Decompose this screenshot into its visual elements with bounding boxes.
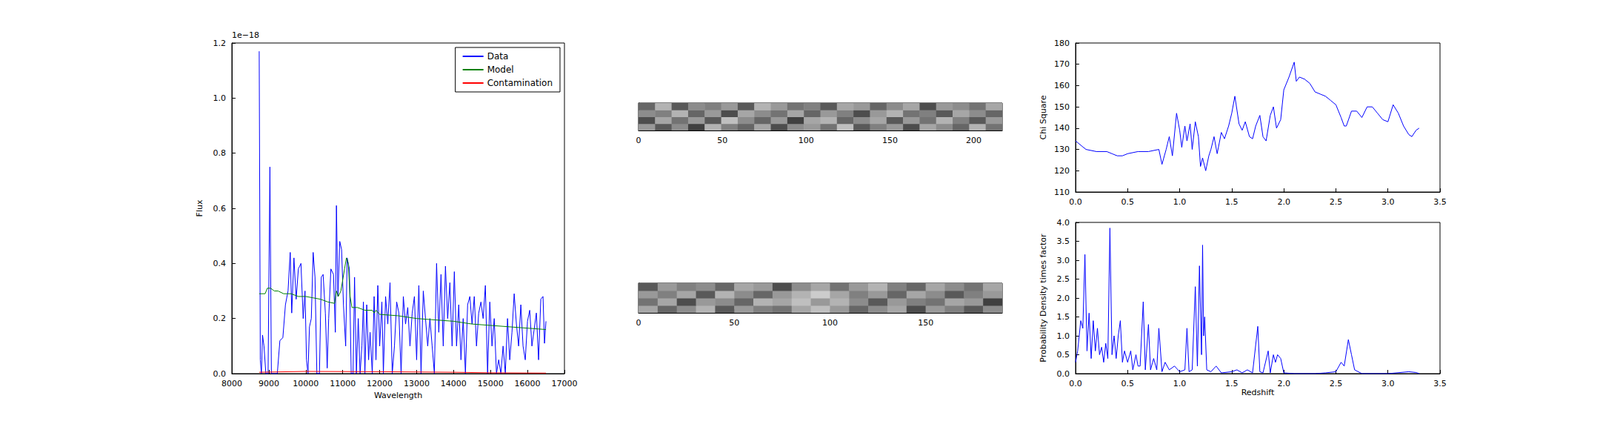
svg-text:120: 120 xyxy=(1054,165,1070,176)
svg-text:0: 0 xyxy=(636,317,642,328)
svg-text:3.0: 3.0 xyxy=(1381,378,1395,389)
svg-text:150: 150 xyxy=(1054,102,1070,112)
svg-text:0.0: 0.0 xyxy=(1057,368,1071,379)
svg-text:10000: 10000 xyxy=(292,378,319,389)
svg-text:0.8: 0.8 xyxy=(213,148,227,158)
svg-text:2.5: 2.5 xyxy=(1329,197,1343,207)
svg-text:Probability Density times fact: Probability Density times factor xyxy=(1038,233,1049,363)
svg-text:1.0: 1.0 xyxy=(1173,378,1187,389)
svg-text:50: 50 xyxy=(728,317,740,328)
svg-text:3.0: 3.0 xyxy=(1381,197,1395,207)
svg-text:12000: 12000 xyxy=(366,378,393,389)
svg-text:3.5: 3.5 xyxy=(1057,236,1071,246)
svg-text:1.5: 1.5 xyxy=(1057,311,1071,322)
svg-text:160: 160 xyxy=(1054,80,1070,91)
svg-text:200: 200 xyxy=(965,135,982,146)
svg-text:50: 50 xyxy=(717,135,728,146)
svg-text:Redshift: Redshift xyxy=(1241,387,1275,398)
svg-text:11000: 11000 xyxy=(329,378,356,389)
svg-text:140: 140 xyxy=(1054,122,1070,133)
svg-text:150: 150 xyxy=(882,135,898,146)
svg-text:0.5: 0.5 xyxy=(1121,378,1135,389)
svg-text:1.0: 1.0 xyxy=(1173,197,1187,207)
svg-text:0.6: 0.6 xyxy=(213,203,227,214)
svg-text:110: 110 xyxy=(1054,187,1070,198)
svg-text:100: 100 xyxy=(798,135,815,146)
svg-text:Model: Model xyxy=(487,64,515,75)
svg-text:130: 130 xyxy=(1054,144,1070,155)
svg-text:1e−18: 1e−18 xyxy=(231,30,260,40)
svg-text:0.5: 0.5 xyxy=(1121,197,1135,207)
svg-text:8000: 8000 xyxy=(221,378,243,389)
svg-text:1.5: 1.5 xyxy=(1225,378,1239,389)
svg-text:2.0: 2.0 xyxy=(1057,293,1071,303)
svg-text:0: 0 xyxy=(636,135,642,146)
svg-text:1.0: 1.0 xyxy=(1057,331,1071,341)
svg-text:0.2: 0.2 xyxy=(213,313,227,323)
svg-text:0.0: 0.0 xyxy=(1068,197,1083,207)
svg-text:15000: 15000 xyxy=(477,378,504,389)
svg-text:2.5: 2.5 xyxy=(1057,274,1071,284)
svg-text:3.5: 3.5 xyxy=(1433,197,1447,207)
svg-text:100: 100 xyxy=(822,317,838,328)
svg-text:1.0: 1.0 xyxy=(213,93,227,103)
svg-text:170: 170 xyxy=(1054,59,1070,69)
svg-text:Chi Square: Chi Square xyxy=(1038,94,1049,140)
svg-text:0.5: 0.5 xyxy=(1057,349,1071,360)
svg-text:Data: Data xyxy=(487,51,509,62)
svg-text:0.4: 0.4 xyxy=(213,258,227,269)
svg-text:9000: 9000 xyxy=(258,378,280,389)
svg-text:2.0: 2.0 xyxy=(1277,378,1291,389)
svg-text:0.0: 0.0 xyxy=(1068,378,1083,389)
svg-text:Wavelength: Wavelength xyxy=(374,390,423,400)
svg-text:0.0: 0.0 xyxy=(213,368,227,379)
svg-text:3.0: 3.0 xyxy=(1057,255,1071,266)
svg-text:2.5: 2.5 xyxy=(1329,378,1343,389)
svg-text:4.0: 4.0 xyxy=(1057,217,1071,228)
svg-text:3.5: 3.5 xyxy=(1433,378,1447,389)
svg-text:Contamination: Contamination xyxy=(487,77,553,89)
svg-text:17000: 17000 xyxy=(551,378,578,389)
svg-text:14000: 14000 xyxy=(440,378,467,389)
svg-text:180: 180 xyxy=(1054,38,1070,49)
svg-text:2.0: 2.0 xyxy=(1277,197,1291,207)
svg-text:13000: 13000 xyxy=(403,378,430,389)
svg-text:16000: 16000 xyxy=(514,378,541,389)
svg-text:1.2: 1.2 xyxy=(213,38,227,49)
svg-text:1.5: 1.5 xyxy=(1225,197,1239,207)
svg-text:150: 150 xyxy=(917,317,934,328)
svg-text:Flux: Flux xyxy=(194,199,205,217)
